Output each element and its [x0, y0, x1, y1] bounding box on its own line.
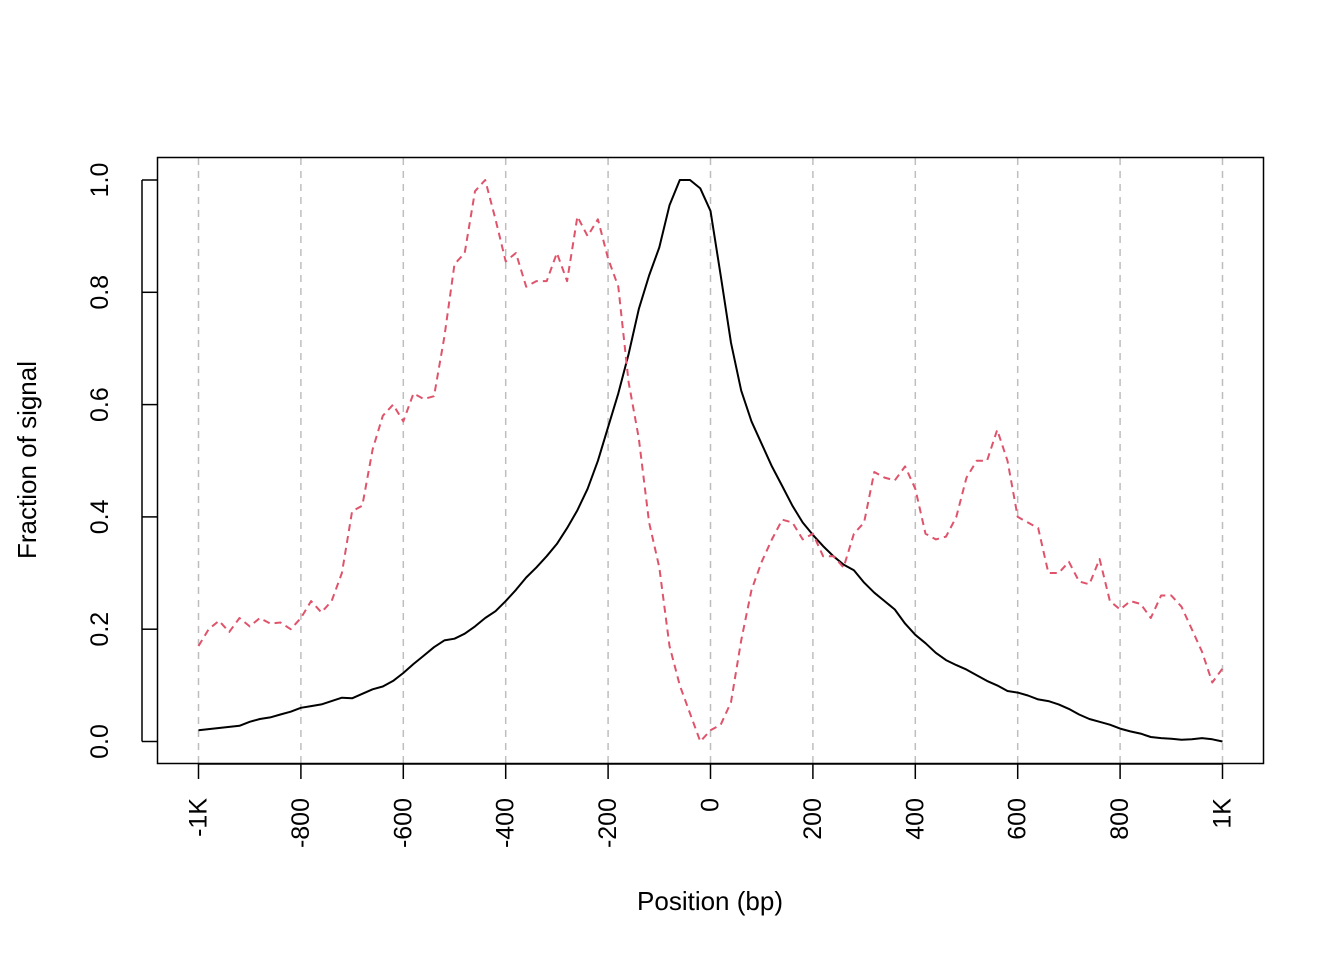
series-lines [197, 179, 1224, 743]
x-tick-label: -600 [389, 798, 417, 848]
y-tick-label: 0.0 [86, 724, 114, 759]
x-axis: -1K -800 -600 -400 -200 0 200 400 600 800 1K [185, 763, 1237, 848]
x-tick-label: -1K [185, 798, 213, 837]
series-line-1 [198, 179, 1223, 743]
y-tick-label: 1.0 [86, 163, 114, 198]
x-tick-label: 800 [1106, 798, 1134, 840]
x-tick-label: -800 [287, 798, 315, 848]
y-axis-label: Fraction of signal [12, 361, 42, 559]
x-tick-label: 1K [1209, 798, 1237, 829]
x-tick-label: -400 [492, 798, 520, 848]
y-tick-label: 0.8 [86, 275, 114, 310]
y-tick-label: 0.2 [86, 612, 114, 647]
y-axis: 0.0 0.2 0.4 0.6 0.8 1.0 [86, 163, 158, 759]
x-tick-label: 0 [697, 798, 725, 812]
y-tick-label: 0.6 [86, 387, 114, 422]
x-tick-label: 600 [1004, 798, 1032, 840]
series-line-2 [197, 179, 1224, 743]
x-tick-label: 200 [799, 798, 827, 840]
x-axis-label: Position (bp) [637, 886, 783, 916]
grid-lines [197, 158, 1224, 763]
x-tick-label: -200 [594, 798, 622, 848]
x-tick-label: 400 [901, 798, 929, 840]
y-tick-label: 0.4 [86, 499, 114, 534]
